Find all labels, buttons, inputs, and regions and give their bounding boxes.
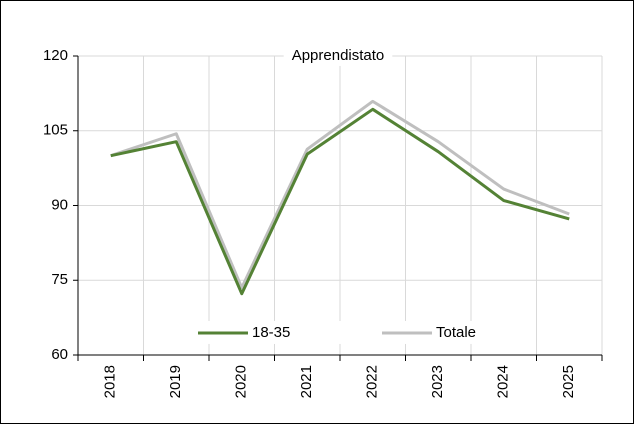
series-line bbox=[110, 107, 570, 296]
x-tick-label: 2024 bbox=[495, 365, 512, 398]
y-tick-label: 75 bbox=[51, 271, 68, 288]
y-tick-label: 60 bbox=[51, 346, 68, 363]
x-tick-label: 2018 bbox=[102, 365, 119, 398]
legend-bg bbox=[192, 320, 483, 344]
chart-title: Apprendistato bbox=[292, 47, 385, 64]
chart-title-bg bbox=[283, 44, 393, 66]
x-tick-label: 2020 bbox=[233, 365, 250, 398]
y-tick-label: 120 bbox=[43, 47, 68, 64]
chart-title-group: Apprendistato bbox=[283, 44, 393, 66]
x-tick-label: 2023 bbox=[429, 365, 446, 398]
legend-label: 18-35 bbox=[252, 324, 290, 341]
x-tick-label: 2021 bbox=[298, 365, 315, 398]
x-tick-label: 2019 bbox=[167, 365, 184, 398]
y-tick-label: 90 bbox=[51, 196, 68, 213]
x-tick-label: 2025 bbox=[560, 365, 577, 398]
x-tick-label: 2022 bbox=[364, 365, 381, 398]
legend: 18-35 Totale bbox=[192, 320, 483, 344]
legend-label: Totale bbox=[436, 324, 476, 341]
series-line bbox=[110, 99, 570, 290]
y-tick-label: 105 bbox=[43, 122, 68, 139]
